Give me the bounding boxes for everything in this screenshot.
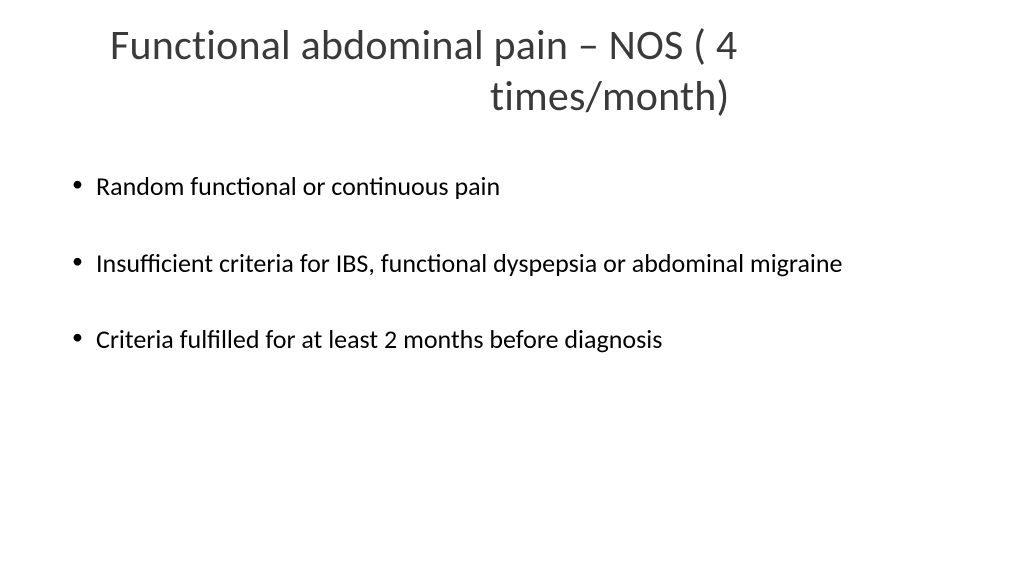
slide-title-line2: times/month) [110,71,930,122]
slide-title-line1: Functional abdominal pain – NOS ( 4 [110,20,930,71]
slide-title-block: Functional abdominal pain – NOS ( 4 time… [110,20,930,122]
list-item: Random functional or continuous pain [70,170,950,203]
bullet-list: Random functional or continuous pain Ins… [70,170,950,356]
slide: Functional abdominal pain – NOS ( 4 time… [0,0,1024,576]
slide-content: Random functional or continuous pain Ins… [70,170,950,400]
list-item: Insufficient criteria for IBS, functiona… [70,247,950,280]
list-item: Criteria fulfilled for at least 2 months… [70,323,950,356]
